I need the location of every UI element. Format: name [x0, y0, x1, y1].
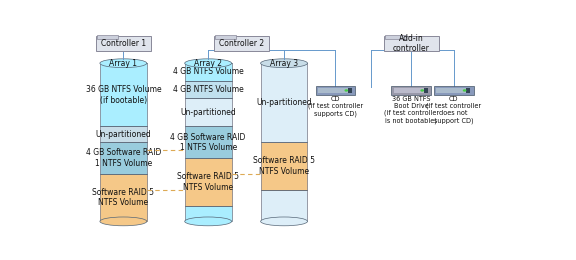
Text: 4 GB NTFS Volume: 4 GB NTFS Volume [173, 67, 244, 76]
Text: Controller 2: Controller 2 [219, 39, 264, 48]
Ellipse shape [185, 217, 232, 226]
Text: Software RAID 5
NTFS Volume: Software RAID 5 NTFS Volume [92, 188, 154, 207]
FancyBboxPatch shape [348, 88, 352, 93]
Ellipse shape [100, 217, 147, 226]
Text: Un-partitioned: Un-partitioned [96, 130, 151, 139]
Bar [100, 174, 147, 222]
FancyBboxPatch shape [316, 86, 355, 95]
Text: Array 3: Array 3 [270, 59, 298, 68]
Text: Software RAID 5
NTFS Volume: Software RAID 5 NTFS Volume [177, 172, 239, 192]
Circle shape [464, 90, 466, 91]
Bar [185, 98, 232, 127]
Circle shape [421, 90, 423, 91]
Ellipse shape [185, 59, 232, 68]
Bar [260, 142, 308, 190]
Text: Array 1: Array 1 [109, 59, 137, 68]
Text: Un-partitioned: Un-partitioned [180, 108, 236, 117]
Text: 36 GB NTFS
Boot Drive
(if test controller
is not bootable): 36 GB NTFS Boot Drive (if test controlle… [384, 96, 439, 124]
FancyBboxPatch shape [466, 88, 471, 93]
FancyBboxPatch shape [434, 86, 473, 95]
Text: 4 GB Software RAID
1 NTFS Volume: 4 GB Software RAID 1 NTFS Volume [86, 148, 161, 168]
Text: Controller 1: Controller 1 [101, 39, 146, 48]
Bar [185, 127, 232, 158]
FancyBboxPatch shape [385, 35, 406, 39]
Bar [100, 142, 147, 174]
Text: Software RAID 5
NTFS Volume: Software RAID 5 NTFS Volume [253, 156, 315, 176]
Ellipse shape [100, 59, 147, 68]
Ellipse shape [260, 217, 308, 226]
Bar [100, 127, 147, 142]
FancyBboxPatch shape [214, 36, 269, 51]
FancyBboxPatch shape [318, 88, 348, 93]
Text: 4 GB Software RAID
1 NTFS Volume: 4 GB Software RAID 1 NTFS Volume [170, 133, 246, 152]
FancyBboxPatch shape [97, 35, 118, 39]
Text: Add-in
controller: Add-in controller [393, 34, 430, 53]
FancyBboxPatch shape [423, 88, 428, 93]
Text: 36 GB NTFS Volume
(if bootable): 36 GB NTFS Volume (if bootable) [85, 85, 161, 105]
FancyBboxPatch shape [436, 88, 467, 93]
Bar [185, 158, 232, 206]
Bar [185, 206, 232, 222]
Text: 4 GB NTFS Volume: 4 GB NTFS Volume [173, 85, 244, 94]
FancyBboxPatch shape [96, 36, 151, 51]
Text: Array 2: Array 2 [194, 59, 222, 68]
FancyBboxPatch shape [392, 86, 431, 95]
Ellipse shape [260, 59, 308, 68]
Bar [185, 63, 232, 81]
Bar [185, 81, 232, 98]
Text: Un-partitioned: Un-partitioned [256, 98, 312, 107]
Text: CD
(if test controller
supports CD): CD (if test controller supports CD) [308, 96, 363, 117]
FancyBboxPatch shape [393, 88, 424, 93]
Bar [260, 63, 308, 142]
Bar [100, 63, 147, 127]
Bar [260, 190, 308, 222]
FancyBboxPatch shape [384, 36, 439, 51]
FancyBboxPatch shape [215, 35, 236, 39]
Text: CD
(if test controller
does not
support CD): CD (if test controller does not support … [426, 96, 481, 124]
Circle shape [345, 90, 347, 91]
